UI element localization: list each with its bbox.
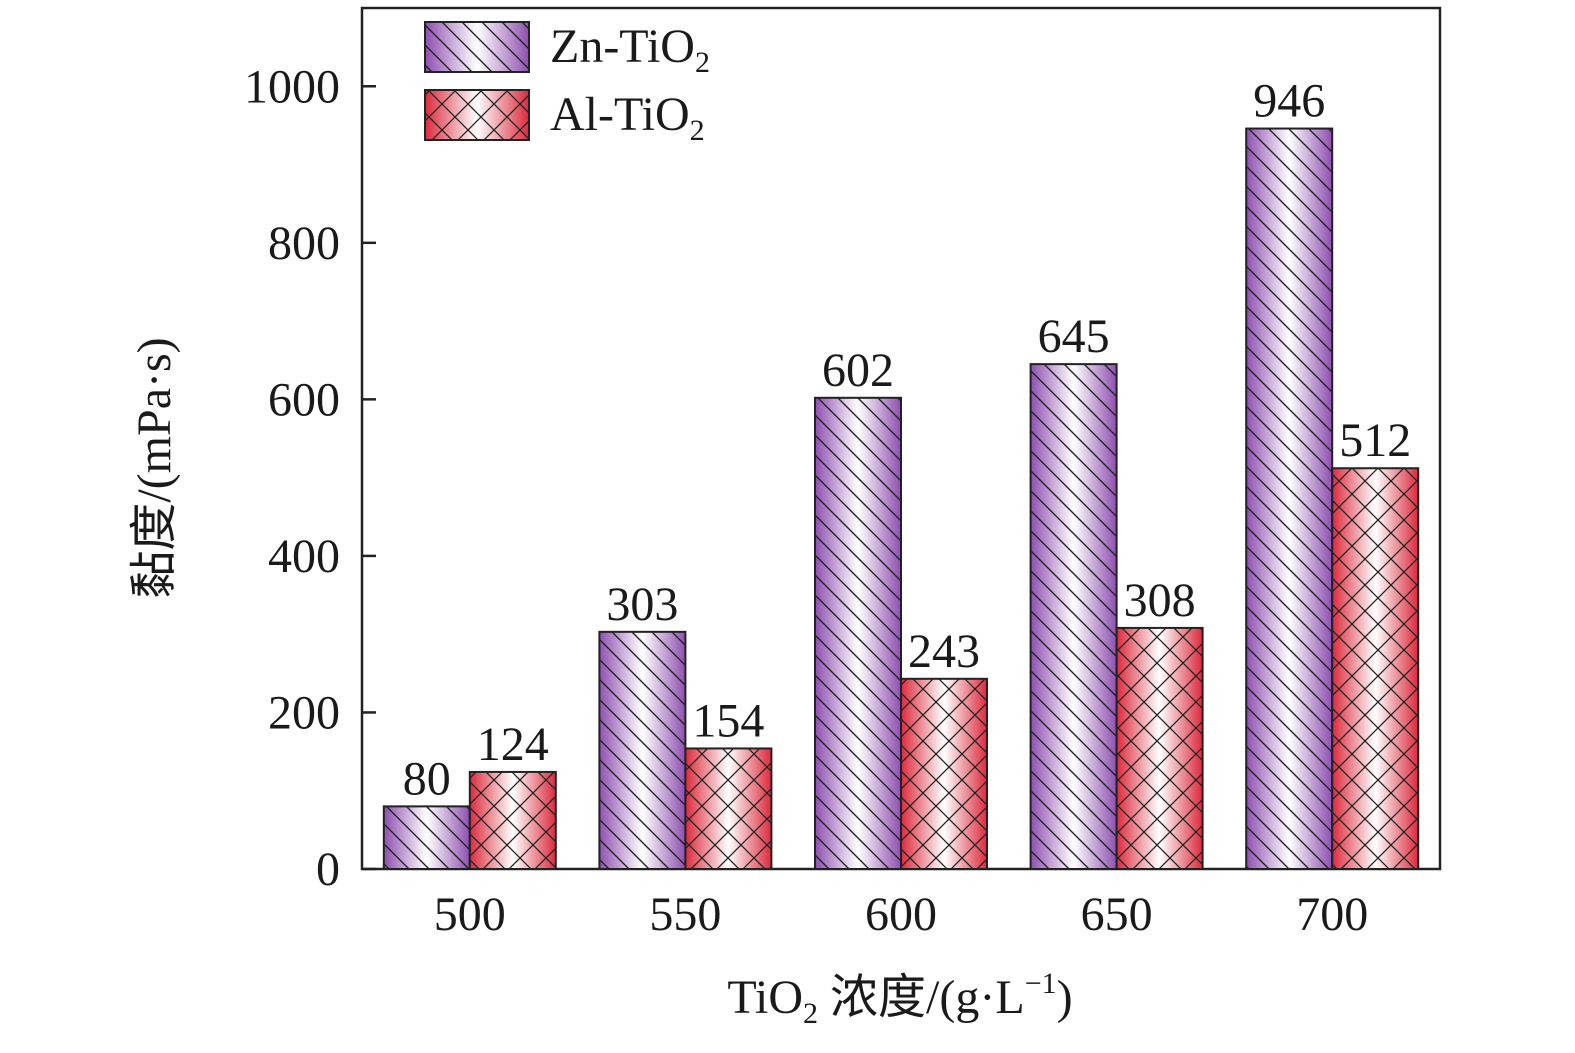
data-label: 308 [1124,574,1196,627]
y-tick-label: 600 [268,373,340,426]
data-label: 602 [822,344,894,397]
legend-label-main: Zn-TiO [550,20,695,73]
bars [382,127,1420,871]
x-axis-title-main: TiO [727,971,803,1024]
bar-hatch [684,747,773,871]
x-axis-title-rest: 浓度/(g·L [818,971,1025,1024]
bar-hatch [900,677,988,871]
bar-hatch [1245,127,1334,871]
data-label: 154 [692,694,764,747]
legend-label-sub: 2 [695,46,710,79]
bar-hatch [468,770,557,871]
data-label: 124 [477,718,549,771]
bar-hatch [1029,363,1118,870]
x-tick-label: 700 [1296,888,1368,941]
data-label: 303 [606,578,678,631]
y-axis-ticks: 0 200 400 600 800 1000 [244,60,376,896]
legend-label-sub: 2 [690,114,705,147]
x-axis-title: TiO2 浓度/(g·L−1) [727,967,1072,1030]
data-label: 946 [1253,75,1325,128]
x-axis-title-sup: −1 [1025,967,1057,1000]
x-axis-ticks: 500 550 600 650 700 [434,888,1368,941]
legend-label-main: Al-TiO [550,88,690,141]
y-tick-label: 1000 [244,60,340,113]
y-tick-label: 0 [316,843,340,896]
y-axis-title: 黏度/(mPa·s) [128,337,181,598]
legend-label: Zn-TiO2 [550,20,710,79]
bar-hatch [382,805,471,871]
data-label: 80 [403,752,451,805]
x-tick-label: 600 [865,888,937,941]
data-label: 645 [1038,310,1110,363]
plot-area: 0 200 400 600 800 1000 500 550 600 650 700 80 124 3… [244,6,1442,941]
x-tick-label: 500 [434,888,506,941]
y-tick-label: 800 [268,217,340,270]
data-label: 512 [1339,414,1411,467]
y-tick-label: 400 [268,530,340,583]
data-labels: 80 124 303 154 602 243 645 308 946 512 [403,75,1411,806]
bar-hatch [814,396,902,870]
bar-hatch [598,630,687,870]
x-axis-title-sub: 2 [803,997,818,1030]
x-tick-label: 650 [1081,888,1153,941]
x-axis-title-close: ) [1057,971,1073,1024]
data-label: 243 [908,625,980,678]
bar-hatch [1331,467,1420,870]
bar-hatch [1115,626,1204,870]
legend-label: Al-TiO2 [550,88,705,147]
x-tick-label: 550 [649,888,721,941]
legend-swatch-hatch [424,21,530,73]
y-tick-label: 200 [268,686,340,739]
legend-swatch-hatch [424,89,530,141]
